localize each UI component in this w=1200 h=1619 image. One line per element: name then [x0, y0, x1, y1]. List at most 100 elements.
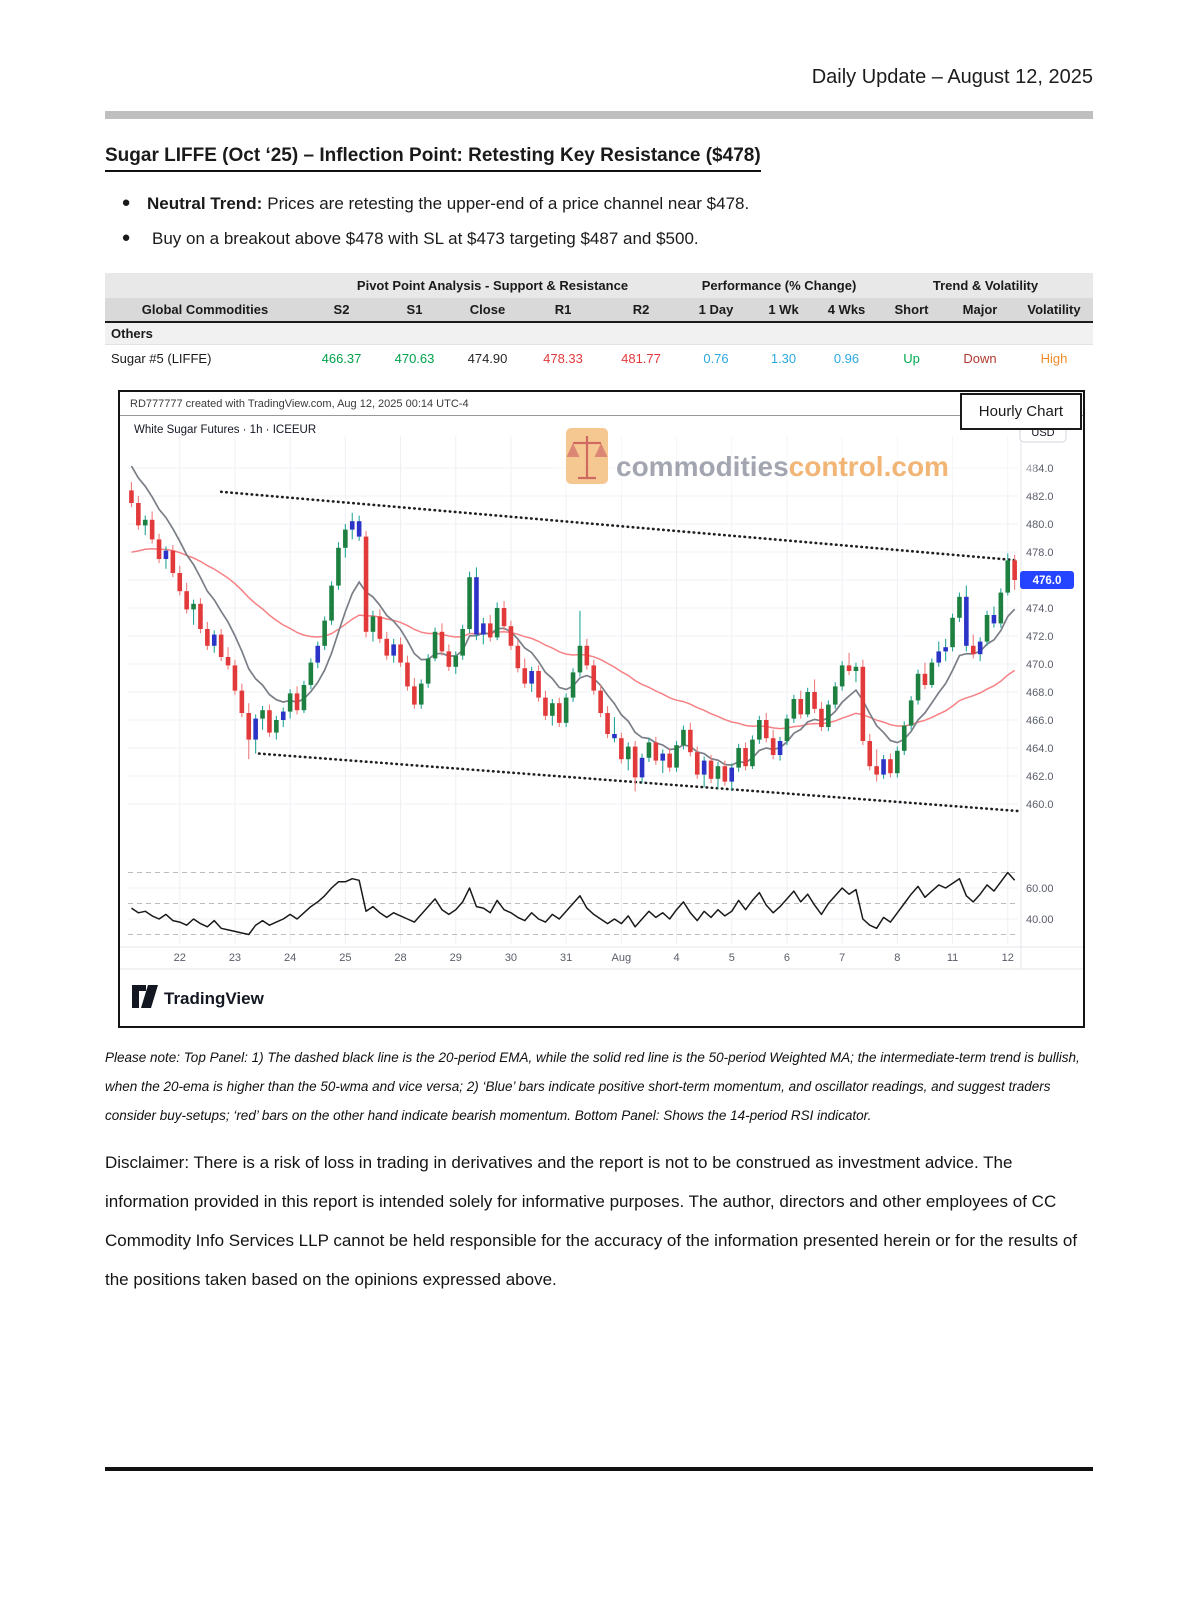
chart-symbol-title: White Sugar Futures · 1h · ICEEUR — [134, 424, 316, 436]
price-axis-label: 466.0 — [1026, 715, 1054, 727]
candle-body — [736, 748, 741, 768]
price-axis-label: 480.0 — [1026, 519, 1054, 531]
price-axis-label: 472.0 — [1026, 631, 1054, 643]
watermark: commoditiescontrol.com — [558, 422, 1036, 494]
col-short: Short — [894, 302, 929, 317]
bullet-item: ● Neutral Trend: Prices are retesting the… — [105, 194, 1093, 214]
candle-body — [481, 623, 486, 635]
candle-body — [646, 742, 652, 758]
date-axis-label: 29 — [450, 952, 462, 964]
candle-body — [556, 703, 562, 723]
candle-body — [474, 577, 479, 635]
price-axis-label: 464.0 — [1026, 743, 1054, 755]
date-axis-label: 7 — [839, 952, 845, 964]
bullet-rest: Buy on a breakout above $478 with SL at … — [152, 229, 699, 248]
candle-body — [218, 634, 224, 657]
price-axis-label: 478.0 — [1026, 547, 1054, 559]
candle-body — [198, 603, 203, 629]
candle-body — [984, 615, 990, 642]
date-axis-label: Aug — [612, 952, 632, 964]
candle-body — [943, 647, 948, 652]
cell-short-trend: Up — [903, 351, 920, 366]
candle-body — [964, 596, 969, 646]
candle-body — [998, 592, 1004, 624]
candle-body — [991, 615, 997, 624]
bullet-dot: ● — [121, 194, 131, 211]
watermark-text: commoditiescontrol.com — [616, 451, 949, 482]
candle-body — [391, 644, 396, 656]
candle-body — [384, 638, 390, 656]
col-s2: S2 — [333, 302, 350, 317]
candle-body — [950, 617, 955, 648]
table-group-header-row: Pivot Point Analysis - Support & Resista… — [105, 273, 1093, 298]
col-1day: 1 Day — [698, 302, 734, 317]
table-row: Sugar #5 (LIFFE) 466.37 470.63 474.90 47… — [105, 345, 1093, 372]
candle-body — [1012, 560, 1017, 580]
candle-body — [784, 718, 790, 741]
page-header: Daily Update – August 12, 2025 — [811, 66, 1093, 88]
candle-body — [329, 585, 334, 621]
tradingview-logo: TradingView — [132, 985, 265, 1008]
candle-body — [253, 718, 258, 740]
candle-body — [205, 629, 210, 646]
col-r2: R2 — [632, 302, 650, 317]
candle-body — [888, 759, 893, 774]
col-major: Major — [962, 302, 998, 317]
candle-body — [977, 641, 983, 655]
candle-body — [674, 745, 679, 768]
candle-body — [584, 645, 590, 666]
bullet-item: ● Buy on a breakout above $478 with SL a… — [105, 229, 1093, 249]
candle-body — [860, 666, 866, 741]
candle-body — [232, 665, 238, 691]
col-1wk: 1 Wk — [768, 302, 799, 317]
candle-body — [957, 596, 962, 618]
bullet-dot: ● — [121, 229, 131, 246]
price-axis-label: 460.0 — [1026, 799, 1054, 811]
candle-body — [239, 690, 245, 713]
candle-body — [812, 692, 817, 709]
price-axis-label: 482.0 — [1026, 491, 1054, 503]
candle-body — [142, 519, 148, 526]
bullet-rest: Prices are retesting the upper-end of a … — [267, 194, 750, 213]
candle-body — [660, 753, 666, 761]
candle-body — [805, 692, 810, 715]
pivot-table: Pivot Point Analysis - Support & Resista… — [105, 273, 1093, 372]
date-axis-label: 30 — [505, 952, 517, 964]
candle-body — [798, 699, 804, 715]
candle-body — [763, 720, 769, 739]
candle-body — [853, 666, 859, 671]
channel-trendline — [257, 752, 1020, 813]
disclaimer-text: Disclaimer: There is a risk of loss in t… — [105, 1153, 1078, 1289]
candle-body — [446, 651, 452, 667]
candle-body — [612, 734, 617, 739]
candle-body — [757, 720, 762, 740]
candle-body — [832, 686, 838, 705]
col-r1: R1 — [554, 302, 572, 317]
date-axis-label: 6 — [784, 952, 790, 964]
candle-body — [432, 631, 438, 659]
candle-body — [515, 645, 521, 669]
candle-body — [681, 729, 686, 746]
price-axis-label: 468.0 — [1026, 687, 1054, 699]
candles-layer — [129, 482, 1017, 792]
candle-body — [591, 665, 597, 691]
candle-body — [494, 608, 500, 638]
candle-body — [356, 521, 362, 537]
tradingview-logo-icon — [141, 985, 158, 1008]
candle-body — [211, 634, 217, 646]
candle-body — [722, 766, 728, 782]
col-global-commodities: Global Commodities — [141, 302, 269, 317]
candle-body — [301, 685, 307, 711]
cell-commodity-name: Sugar #5 (LIFFE) — [111, 351, 212, 366]
candle-body — [777, 741, 783, 755]
candle-body — [522, 668, 528, 684]
date-axis-label: 24 — [284, 952, 296, 964]
candle-body — [826, 704, 831, 727]
candle-body — [501, 608, 507, 627]
cell-4wks: 0.96 — [833, 351, 860, 366]
candle-body — [156, 539, 162, 559]
cell-volatility: High — [1040, 351, 1068, 366]
candle-body — [136, 503, 141, 526]
candle-body — [881, 759, 886, 775]
candle-body — [425, 658, 431, 684]
